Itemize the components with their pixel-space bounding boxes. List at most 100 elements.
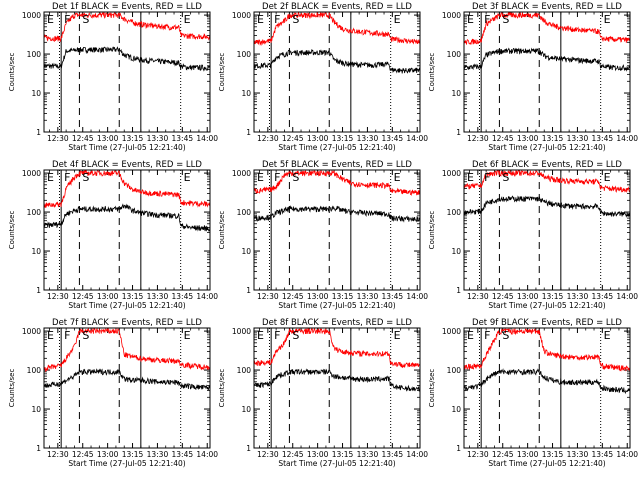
lld-series-line: [44, 12, 210, 43]
y-tick-label: 1: [36, 128, 41, 137]
region-label-f: F: [274, 329, 280, 342]
region-label-e1: E: [257, 171, 264, 184]
region-label-e2: E: [394, 171, 401, 184]
region-label-f: F: [274, 171, 280, 184]
y-tick-label: 100: [237, 208, 252, 217]
x-tick-label: 12:45: [492, 292, 514, 301]
x-tick-label: 12:30: [257, 134, 279, 143]
y-tick-label: 10: [241, 89, 251, 98]
y-tick-label: 1: [36, 286, 41, 295]
lld-series-line: [44, 328, 210, 373]
y-tick-label: 10: [31, 405, 41, 414]
x-tick-label: 13:45: [172, 450, 194, 459]
panel-title: Det 6f BLACK = Events, RED = LLD: [472, 160, 622, 170]
x-axis-label: Start Time (27-Jul-05 12:21:40): [278, 301, 395, 310]
region-label-s: S: [502, 13, 509, 26]
x-axis-label: Start Time (27-Jul-05 12:21:40): [68, 459, 185, 468]
y-tick-label: 1000: [22, 11, 41, 20]
x-tick-label: 13:30: [147, 450, 169, 459]
lld-series-line: [254, 328, 420, 369]
x-tick-label: 13:30: [567, 134, 589, 143]
x-tick-label: 12:45: [492, 134, 514, 143]
region-label-f: F: [64, 13, 70, 26]
y-tick-label: 1000: [442, 327, 461, 336]
x-tick-label: 14:00: [406, 450, 428, 459]
y-tick-label: 10: [451, 89, 461, 98]
x-tick-label: 13:45: [172, 134, 194, 143]
region-label-e2: E: [184, 13, 191, 26]
lld-series-line: [464, 12, 630, 45]
y-tick-label: 100: [447, 50, 462, 59]
region-label-s: S: [82, 329, 89, 342]
events-series-line: [464, 47, 630, 72]
x-tick-label: 12:45: [72, 450, 94, 459]
y-tick-label: 100: [27, 208, 42, 217]
region-label-e1: E: [257, 13, 264, 26]
events-series-line: [464, 195, 630, 218]
region-label-f: F: [484, 13, 490, 26]
y-tick-label: 1: [456, 286, 461, 295]
y-tick-label: 1: [246, 444, 251, 453]
y-axis-label: Counts/sec: [428, 53, 436, 92]
y-tick-label: 1000: [22, 327, 41, 336]
x-tick-label: 14:00: [406, 292, 428, 301]
y-tick-label: 10: [451, 247, 461, 256]
x-tick-label: 13:15: [122, 450, 144, 459]
region-label-s: S: [502, 171, 509, 184]
region-label-s: S: [82, 171, 89, 184]
y-axis-label: Counts/sec: [8, 369, 16, 408]
y-tick-label: 10: [451, 405, 461, 414]
y-tick-label: 1000: [232, 169, 251, 178]
events-series-line: [44, 203, 210, 232]
y-axis-label: Counts/sec: [8, 53, 16, 92]
events-series-line: [254, 368, 420, 392]
region-label-s: S: [292, 13, 299, 26]
lld-series-line: [464, 328, 630, 372]
region-label-e1: E: [47, 171, 54, 184]
x-tick-label: 12:45: [492, 450, 514, 459]
panel-title: Det 7f BLACK = Events, RED = LLD: [52, 318, 202, 328]
x-tick-label: 14:00: [406, 134, 428, 143]
x-tick-label: 12:45: [282, 450, 304, 459]
y-axis-label: Counts/sec: [218, 53, 226, 92]
events-series-line: [44, 46, 210, 72]
y-tick-label: 1000: [232, 11, 251, 20]
region-label-e2: E: [184, 329, 191, 342]
region-label-s: S: [292, 171, 299, 184]
events-series-line: [464, 368, 630, 395]
panel-det-4: Det 4f BLACK = Events, RED = LLD 1 10 100 10…: [8, 160, 218, 310]
region-label-e2: E: [394, 329, 401, 342]
y-axis-label: Counts/sec: [218, 211, 226, 250]
region-label-e2: E: [184, 171, 191, 184]
region-label-e2: E: [604, 13, 611, 26]
y-tick-label: 100: [237, 366, 252, 375]
x-tick-label: 13:30: [567, 450, 589, 459]
region-label-e1: E: [467, 13, 474, 26]
x-tick-label: 13:30: [357, 292, 379, 301]
plot-frame: [463, 169, 631, 291]
y-axis-label: Counts/sec: [218, 369, 226, 408]
y-tick-label: 1000: [22, 169, 41, 178]
panel-det-9: Det 9f BLACK = Events, RED = LLD 1 10 100 10…: [428, 318, 638, 468]
region-label-e2: E: [604, 329, 611, 342]
y-tick-label: 100: [447, 208, 462, 217]
x-tick-label: 13:15: [122, 292, 144, 301]
x-tick-label: 13:00: [307, 450, 329, 459]
y-tick-label: 1: [246, 128, 251, 137]
x-tick-label: 13:45: [592, 292, 614, 301]
y-tick-label: 1: [456, 444, 461, 453]
panel-title: Det 2f BLACK = Events, RED = LLD: [262, 2, 412, 12]
region-label-s: S: [502, 329, 509, 342]
x-tick-label: 14:00: [196, 450, 218, 459]
x-tick-label: 13:15: [332, 292, 354, 301]
lld-series-line: [464, 170, 630, 193]
panel-title: Det 5f BLACK = Events, RED = LLD: [262, 160, 412, 170]
x-tick-label: 13:00: [97, 134, 119, 143]
x-tick-label: 14:00: [616, 450, 638, 459]
lld-series-line: [44, 170, 210, 209]
x-tick-label: 12:45: [282, 134, 304, 143]
plot-frame: [463, 327, 631, 449]
panel-title: Det 3f BLACK = Events, RED = LLD: [472, 2, 622, 12]
region-label-e1: E: [47, 329, 54, 342]
y-tick-label: 1000: [232, 327, 251, 336]
